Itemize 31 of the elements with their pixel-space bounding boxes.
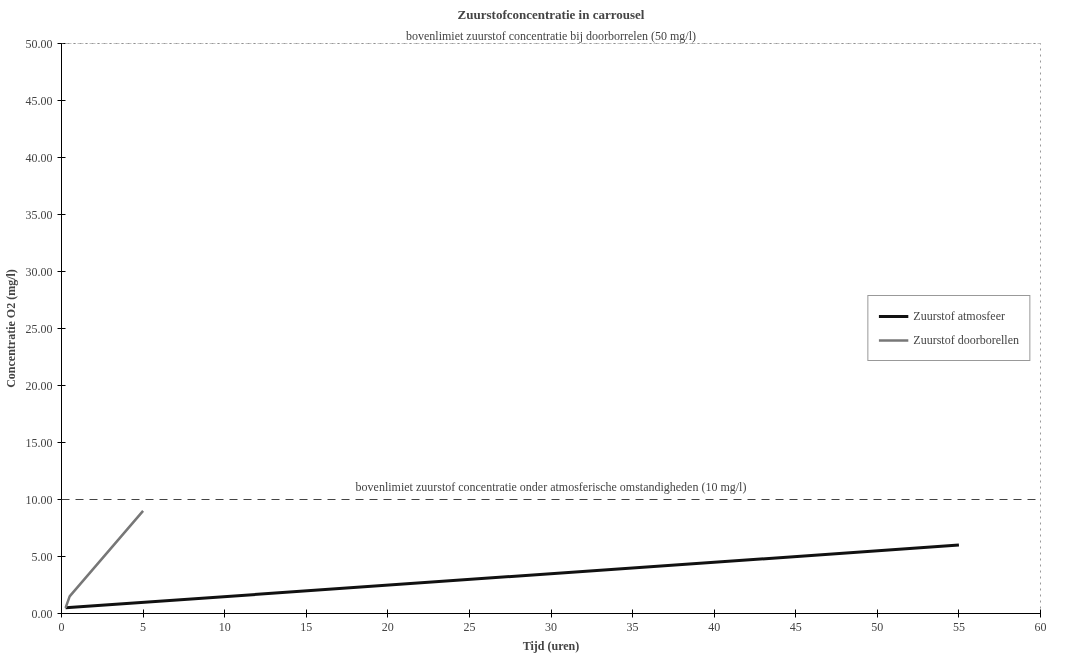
x-tick-label: 0	[58, 619, 65, 634]
y-tick-label: 40.00	[25, 150, 53, 165]
x-tick-label: 25	[463, 619, 476, 634]
y-tick-label: 15.00	[25, 435, 53, 450]
x-tick-label: 55	[952, 619, 965, 634]
y-tick-label: 25.00	[25, 321, 53, 336]
legend-label: Zuurstof atmosfeer	[913, 308, 1005, 324]
x-axis-title: Tijd (uren)	[522, 638, 580, 653]
x-tick-label: 45	[789, 619, 802, 634]
x-tick-label: 10	[218, 619, 231, 634]
x-tick-label: 20	[381, 619, 394, 634]
x-tick-label: 5	[140, 619, 147, 634]
x-tick-label: 35	[626, 619, 639, 634]
chart-title: Zuurstofconcentratie in carrousel	[457, 6, 645, 22]
x-tick-label: 30	[545, 619, 557, 634]
y-tick-label: 30.00	[25, 264, 53, 279]
legend-label: Zuurstof doorborellen	[913, 332, 1019, 348]
y-tick-label: 50.00	[25, 36, 53, 51]
y-tick-label: 0.00	[31, 606, 53, 621]
y-tick-label: 20.00	[25, 378, 53, 393]
y-tick-label: 45.00	[25, 93, 53, 108]
x-tick-label: 40	[708, 619, 721, 634]
ref-line-label: bovenlimiet zuurstof concentratie bij doorborrelen (50 mg/l)	[406, 28, 696, 43]
y-tick-label: 5.00	[31, 549, 53, 564]
y-axis-title: Concentratie O2 (mg/l)	[3, 269, 18, 388]
x-tick-label: 50	[871, 619, 884, 634]
ref-line-label: bovenlimiet zuurstof concentratie onder atmosferische omstandigheden (10 mg/l)	[355, 479, 747, 494]
y-tick-label: 35.00	[25, 207, 53, 222]
y-tick-label: 10.00	[25, 492, 53, 507]
x-tick-label: 15	[300, 619, 313, 634]
x-tick-label: 60	[1034, 619, 1047, 634]
